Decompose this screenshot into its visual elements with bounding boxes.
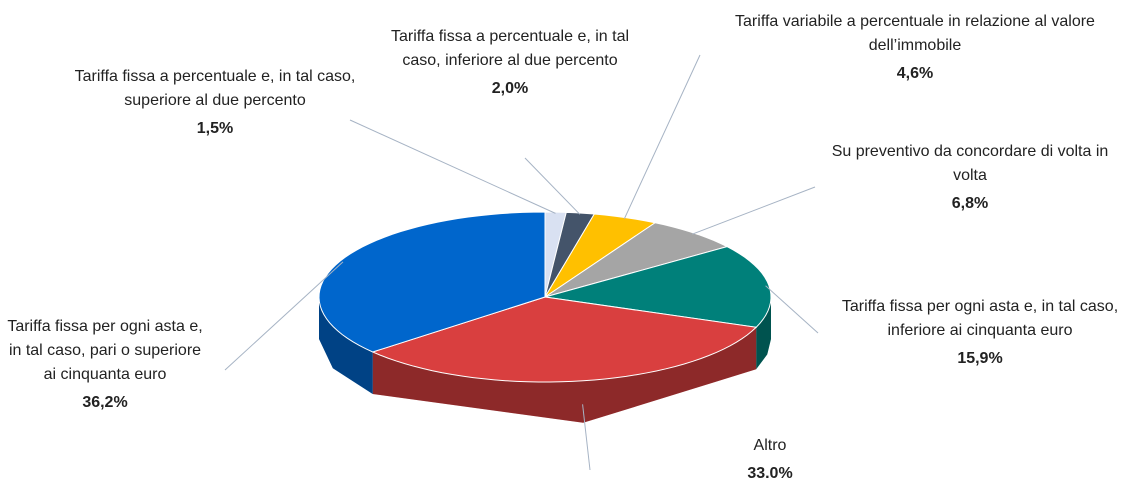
slice-value: 4,6% <box>896 65 934 82</box>
leader-line <box>524 157 581 215</box>
slice-value: 6,8% <box>951 195 989 212</box>
data-label: Tariffa fissa per ogni asta e, in tal ca… <box>5 315 205 415</box>
slice-value: 2,0% <box>491 80 529 97</box>
data-label: Tariffa fissa a percentuale e, in tal ca… <box>70 65 360 141</box>
slice-side <box>319 297 373 394</box>
slice-value: 15,9% <box>957 350 1003 367</box>
slice-category: Tariffa fissa per ogni asta e, in tal ca… <box>841 298 1119 339</box>
slice-side-shade <box>319 297 373 394</box>
leader-line <box>349 119 556 214</box>
slice-side <box>756 297 771 370</box>
slice-category: Tariffa fissa per ogni asta e, in tal ca… <box>7 318 203 383</box>
slice-category: Tariffa fissa a percentuale e, in tal ca… <box>74 68 356 109</box>
data-label: Tariffa variabile a percentuale in relaz… <box>710 10 1120 86</box>
slice-value: 33.0% <box>747 465 793 481</box>
slice-category: Altro <box>753 437 787 454</box>
slice-category: Tariffa variabile a percentuale in relaz… <box>735 13 1095 54</box>
slice-side-shade <box>756 297 771 370</box>
slice-category: Su preventivo da concordare di volta in … <box>831 143 1109 184</box>
leader-line <box>765 285 819 334</box>
leader-line <box>692 186 816 235</box>
data-label: Tariffa fissa a percentuale e, in tal ca… <box>375 25 645 101</box>
data-label: Tariffa fissa per ogni asta e, in tal ca… <box>830 295 1126 371</box>
slice-value: 36,2% <box>82 394 128 411</box>
data-label: Su preventivo da concordare di volta in … <box>820 140 1120 216</box>
slice-value: 1,5% <box>196 120 234 137</box>
slice-side-shade <box>372 327 757 423</box>
leader-line <box>582 404 591 471</box>
slice <box>544 213 657 298</box>
slice-side <box>372 327 757 423</box>
slice <box>318 211 546 353</box>
slice <box>544 246 772 328</box>
leader-line <box>623 54 701 219</box>
data-label: Altro 33.0% <box>720 434 820 481</box>
slice <box>371 296 758 383</box>
slice-category: Tariffa fissa a percentuale e, in tal ca… <box>390 28 630 69</box>
leader-line <box>224 261 344 371</box>
